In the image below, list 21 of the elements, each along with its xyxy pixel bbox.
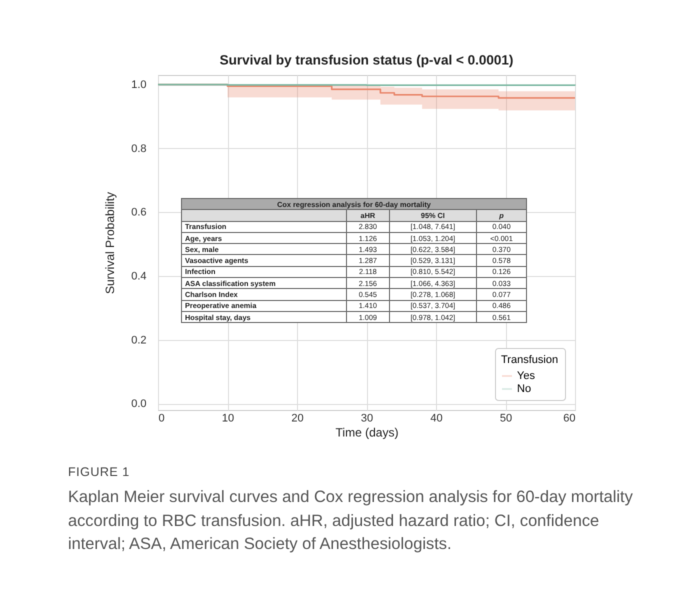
x-axis-title: Time (days) bbox=[336, 426, 398, 440]
y-tick-label: 1.0 bbox=[131, 79, 146, 92]
x-tick-label: 50 bbox=[500, 412, 512, 424]
text: Kaplan Meier survival curves and Cox regression analysis for 60-day mortality according to RBC transfusion. aHR, adjusted hazard ratio; CI, confidence interval; ASA, American Society of Anesthesiologists. bbox=[68, 487, 634, 555]
chart-title: Survival by transfusion status (p-val < 0.0001) bbox=[220, 52, 514, 68]
legend-label: Yes bbox=[517, 370, 536, 382]
x-tick-label: 30 bbox=[360, 412, 374, 424]
x-tick-label: 0 bbox=[158, 412, 165, 424]
x-tick-label: 60 bbox=[563, 412, 576, 424]
legend-label: No bbox=[517, 383, 532, 395]
y-tick-label: 0.0 bbox=[131, 398, 146, 410]
y-tick-label: 0.4 bbox=[131, 270, 146, 282]
x-tick-label: 10 bbox=[222, 412, 234, 424]
y-axis-title: Survival Probability bbox=[103, 192, 118, 294]
y-tick-label: 0.2 bbox=[131, 334, 146, 346]
x-tick-label: 40 bbox=[430, 412, 443, 424]
y-tick-label: 0.6 bbox=[131, 206, 146, 219]
caption: FIGURE 1 bbox=[68, 465, 130, 479]
y-tick-label: 0.8 bbox=[131, 142, 146, 155]
x-tick-label: 20 bbox=[291, 412, 304, 424]
legend-title: Transfusion bbox=[501, 354, 558, 366]
